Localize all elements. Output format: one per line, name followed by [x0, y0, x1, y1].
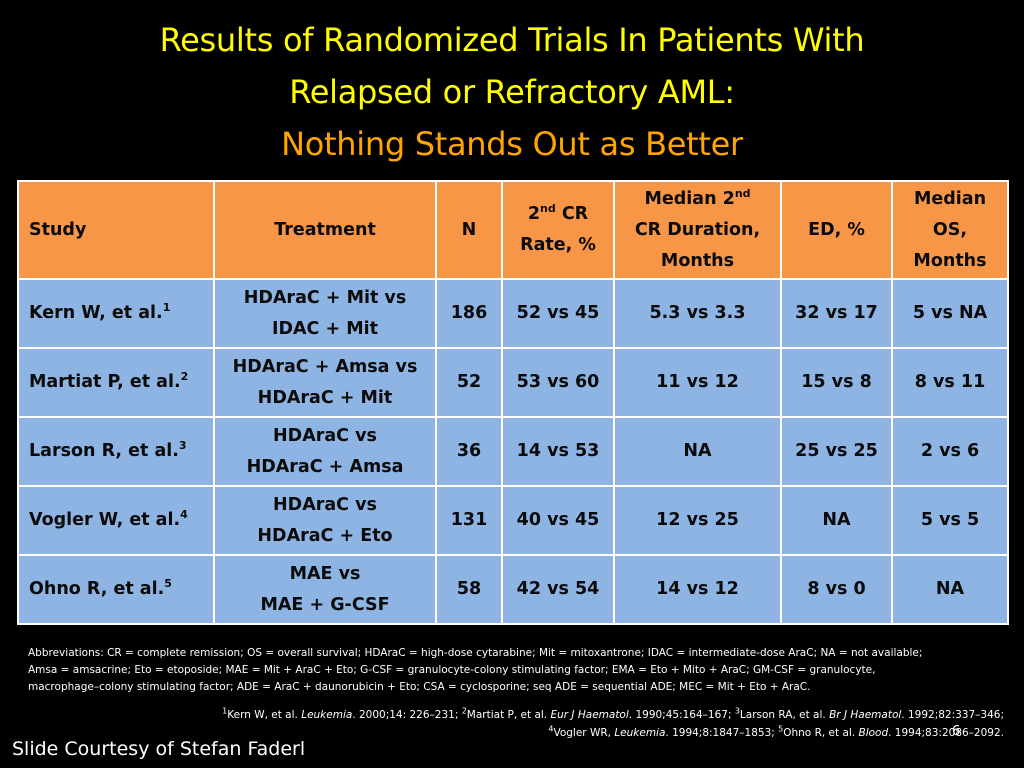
header-cr-duration: Median 2nd CR Duration, Months: [613, 180, 782, 280]
table-row: Martiat P, et al.2 HDAraC + Amsa vs HDAra…: [17, 347, 1009, 418]
title-line-1: Results of Randomized Trials In Patients…: [159, 21, 865, 59]
abbreviations-line-1: Abbreviations: CR = complete remission; …: [28, 647, 923, 659]
treatment-cell: HDAraC + Mit vs IDAC + Mit: [213, 278, 437, 349]
header-treatment: Treatment: [213, 180, 437, 280]
slide-courtesy: Slide Courtesy of Stefan Faderl: [12, 738, 306, 760]
treatment-cell: HDAraC + Amsa vs HDAraC + Mit: [213, 347, 437, 418]
ed-cell: 32 vs 17: [780, 278, 893, 349]
header-study: Study: [17, 180, 215, 280]
slide-title: Results of Randomized Trials In Patients…: [0, 14, 1024, 170]
os-cell: NA: [891, 554, 1009, 625]
cr-rate-cell: 40 vs 45: [501, 485, 615, 556]
cr-rate-cell: 52 vs 45: [501, 278, 615, 349]
table-row: Ohno R, et al.5 MAE vs MAE + G-CSF 58 42 …: [17, 554, 1009, 625]
references-line-2: 4Vogler WR, Leukemia. 1994;8:1847–1853; …: [548, 724, 1004, 739]
os-cell: 2 vs 6: [891, 416, 1009, 487]
cr-duration-cell: NA: [613, 416, 782, 487]
cr-rate-cell: 14 vs 53: [501, 416, 615, 487]
title-line-3: Nothing Stands Out as Better: [281, 125, 743, 163]
header-cr-rate: 2nd CR Rate, %: [501, 180, 615, 280]
table-row: Kern W, et al.1 HDAraC + Mit vs IDAC + Mi…: [17, 278, 1009, 349]
n-cell: 131: [435, 485, 503, 556]
os-cell: 5 vs 5: [891, 485, 1009, 556]
ed-cell: 25 vs 25: [780, 416, 893, 487]
n-cell: 186: [435, 278, 503, 349]
header-os: Median OS, Months: [891, 180, 1009, 280]
table-row: Larson R, et al.3 HDAraC vs HDAraC + Amsa…: [17, 416, 1009, 487]
n-cell: 52: [435, 347, 503, 418]
study-cell: Kern W, et al.1: [17, 278, 215, 349]
abbreviations-note: Abbreviations: CR = complete remission; …: [28, 645, 998, 696]
cr-rate-cell: 53 vs 60: [501, 347, 615, 418]
table-header-row: Study Treatment N 2nd CR Rate, % Median 2…: [17, 180, 1009, 280]
slide-number: 6: [952, 724, 961, 739]
treatment-cell: MAE vs MAE + G-CSF: [213, 554, 437, 625]
study-cell: Vogler W, et al.4: [17, 485, 215, 556]
os-cell: 8 vs 11: [891, 347, 1009, 418]
ed-cell: 15 vs 8: [780, 347, 893, 418]
table-row: Vogler W, et al.4 HDAraC vs HDAraC + Eto …: [17, 485, 1009, 556]
abbreviations-line-2: Amsa = amsacrine; Eto = etoposide; MAE =…: [28, 664, 876, 676]
treatment-cell: HDAraC vs HDAraC + Amsa: [213, 416, 437, 487]
cr-rate-cell: 42 vs 54: [501, 554, 615, 625]
study-cell: Martiat P, et al.2: [17, 347, 215, 418]
title-line-2: Relapsed or Refractory AML:: [289, 73, 735, 111]
treatment-cell: HDAraC vs HDAraC + Eto: [213, 485, 437, 556]
ed-cell: NA: [780, 485, 893, 556]
header-ed: ED, %: [780, 180, 893, 280]
n-cell: 36: [435, 416, 503, 487]
cr-duration-cell: 11 vs 12: [613, 347, 782, 418]
cr-duration-cell: 12 vs 25: [613, 485, 782, 556]
header-n: N: [435, 180, 503, 280]
n-cell: 58: [435, 554, 503, 625]
references-line-1: 1Kern W, et al. Leukemia. 2000;14: 226–2…: [222, 706, 1004, 721]
ed-cell: 8 vs 0: [780, 554, 893, 625]
abbreviations-line-3: macrophage–colony stimulating factor; AD…: [28, 681, 811, 693]
references: 1Kern W, et al. Leukemia. 2000;14: 226–2…: [104, 706, 1004, 742]
os-cell: 5 vs NA: [891, 278, 1009, 349]
cr-duration-cell: 5.3 vs 3.3: [613, 278, 782, 349]
cr-duration-cell: 14 vs 12: [613, 554, 782, 625]
results-table: Study Treatment N 2nd CR Rate, % Median 2…: [17, 180, 1009, 625]
study-cell: Ohno R, et al.5: [17, 554, 215, 625]
study-cell: Larson R, et al.3: [17, 416, 215, 487]
